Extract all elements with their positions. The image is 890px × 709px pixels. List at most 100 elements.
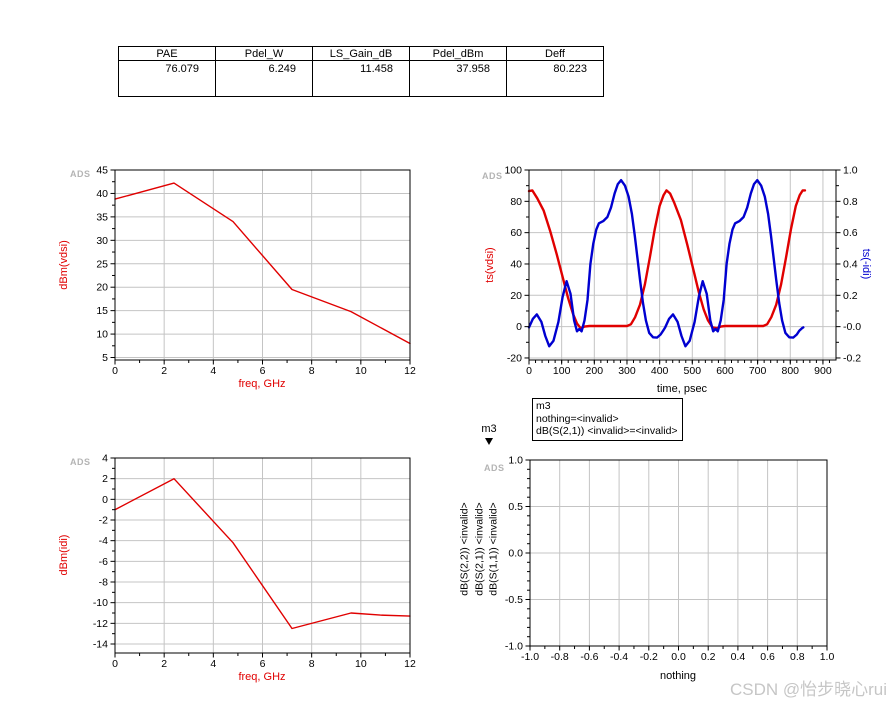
svg-text:10: 10 — [96, 329, 108, 341]
svg-text:8: 8 — [309, 658, 315, 670]
svg-text:-1.0: -1.0 — [505, 641, 523, 653]
svg-text:300: 300 — [618, 365, 636, 377]
results-table-header-row: PAE Pdel_W LS_Gain_dB Pdel_dBm Deff — [118, 46, 604, 61]
svg-text:-0.8: -0.8 — [551, 651, 569, 663]
svg-text:0.6: 0.6 — [843, 227, 858, 239]
ads-logo-top-right-chart: ADS — [482, 171, 503, 181]
svg-text:4: 4 — [102, 453, 108, 465]
svg-text:200: 200 — [586, 365, 604, 377]
y-axis-label-s21: dB(S(2,1)) <invalid> — [472, 502, 485, 596]
svg-text:0.6: 0.6 — [760, 651, 775, 663]
svg-text:0: 0 — [112, 658, 118, 670]
svg-text:10: 10 — [355, 365, 367, 377]
svg-text:1.0: 1.0 — [843, 165, 858, 177]
pae-value: 76.079 — [118, 60, 216, 97]
svg-text:-4: -4 — [99, 535, 108, 547]
results-col-pdel-w: Pdel_W — [215, 46, 313, 61]
svg-text:1.0: 1.0 — [820, 651, 835, 663]
y-axis-label-s11: dB(S(1,1)) <invalid> — [487, 502, 500, 596]
svg-text:600: 600 — [716, 365, 734, 377]
x-axis-label-vds-spectrum: freq, GHz — [238, 378, 286, 390]
pdel-dbm-value: 37.958 — [409, 60, 507, 97]
svg-text:-6: -6 — [99, 556, 108, 568]
svg-text:-14: -14 — [93, 639, 108, 651]
svg-text:500: 500 — [684, 365, 702, 377]
annotation-marker-name: m3 — [536, 400, 551, 412]
svg-text:6: 6 — [260, 658, 266, 670]
svg-text:100: 100 — [504, 165, 522, 177]
svg-text:0: 0 — [102, 494, 108, 506]
svg-text:8: 8 — [309, 365, 315, 377]
svg-text:35: 35 — [96, 211, 108, 223]
svg-text:-0.4: -0.4 — [610, 651, 628, 663]
svg-text:15: 15 — [96, 305, 108, 317]
svg-text:12: 12 — [404, 658, 416, 670]
pdel-w-value: 6.249 — [215, 60, 313, 97]
y-axis-label-s22: dB(S(2,2)) <invalid> — [458, 502, 471, 596]
results-table: PAE Pdel_W LS_Gain_dB Pdel_dBm Deff 76.0… — [118, 46, 604, 97]
svg-text:12: 12 — [404, 365, 416, 377]
y-axis-label-ts-vdsi: ts(vdsi) — [484, 247, 496, 283]
svg-text:5: 5 — [102, 352, 108, 364]
marker-m3-triangle-icon[interactable] — [485, 438, 493, 445]
y-axis-label-sparams: dB(S(2,2)) <invalid> dB(S(2,1)) <invalid… — [457, 502, 501, 595]
svg-text:1.0: 1.0 — [508, 455, 523, 467]
x-axis-label-time: time, psec — [656, 383, 708, 395]
marker-m3-annotation-box[interactable]: m3 nothing=<invalid> dB(S(2,1)) <invalid… — [532, 398, 683, 441]
svg-text:6: 6 — [260, 365, 266, 377]
ads-logo-top-left-chart: ADS — [70, 169, 91, 179]
svg-text:0.2: 0.2 — [843, 290, 858, 302]
svg-text:45: 45 — [96, 165, 108, 177]
svg-text:2: 2 — [161, 365, 167, 377]
svg-text:20: 20 — [510, 290, 522, 302]
x-axis-label-nothing: nothing — [659, 670, 697, 682]
svg-text:100: 100 — [553, 365, 571, 377]
svg-text:0.0: 0.0 — [508, 548, 523, 560]
svg-text:-2: -2 — [99, 515, 108, 527]
svg-text:-1.0: -1.0 — [521, 651, 539, 663]
svg-text:10: 10 — [355, 658, 367, 670]
svg-text:-12: -12 — [93, 618, 108, 630]
svg-text:0: 0 — [112, 365, 118, 377]
results-col-deff: Deff — [506, 46, 604, 61]
svg-text:4: 4 — [210, 365, 216, 377]
svg-text:0: 0 — [526, 365, 532, 377]
results-col-pdel-dbm: Pdel_dBm — [409, 46, 507, 61]
svg-text:60: 60 — [510, 227, 522, 239]
svg-text:2: 2 — [161, 658, 167, 670]
annotation-indep-value: nothing=<invalid> — [536, 412, 619, 425]
csdn-watermark: CSDN @怡步晓心rui — [729, 680, 887, 699]
svg-text:-20: -20 — [507, 352, 522, 364]
svg-text:2: 2 — [102, 473, 108, 485]
y-axis-label-idi-spectrum: dBm(idi) — [58, 534, 70, 576]
svg-text:0.8: 0.8 — [790, 651, 805, 663]
svg-text:700: 700 — [749, 365, 767, 377]
svg-text:-10: -10 — [93, 597, 108, 609]
svg-text:0: 0 — [516, 321, 522, 333]
svg-text:25: 25 — [96, 258, 108, 270]
svg-text:0.4: 0.4 — [843, 258, 858, 270]
annotation-dep-value: dB(S(2,1)) <invalid>=<invalid> — [536, 425, 678, 437]
y-axis-label-vds-spectrum: dBm(vdsi) — [58, 240, 70, 290]
svg-text:-0.2: -0.2 — [843, 352, 861, 364]
svg-text:-8: -8 — [99, 577, 108, 589]
svg-text:900: 900 — [814, 365, 832, 377]
results-col-ls-gain: LS_Gain_dB — [312, 46, 410, 61]
ls-gain-value: 11.458 — [312, 60, 410, 97]
x-axis-label-idi-spectrum: freq, GHz — [238, 671, 286, 683]
svg-text:0.4: 0.4 — [731, 651, 746, 663]
svg-text:0.2: 0.2 — [701, 651, 716, 663]
svg-text:40: 40 — [510, 258, 522, 270]
svg-text:0.0: 0.0 — [671, 651, 686, 663]
ads-logo-bottom-left-chart: ADS — [70, 457, 91, 467]
svg-text:20: 20 — [96, 282, 108, 294]
y-axis-label-ts-idi: ts(-idi) — [860, 248, 872, 280]
svg-text:-0.6: -0.6 — [580, 651, 598, 663]
ads-logo-bottom-right-chart: ADS — [484, 463, 505, 473]
svg-text:40: 40 — [96, 188, 108, 200]
marker-m3-label[interactable]: m3 — [481, 423, 497, 435]
